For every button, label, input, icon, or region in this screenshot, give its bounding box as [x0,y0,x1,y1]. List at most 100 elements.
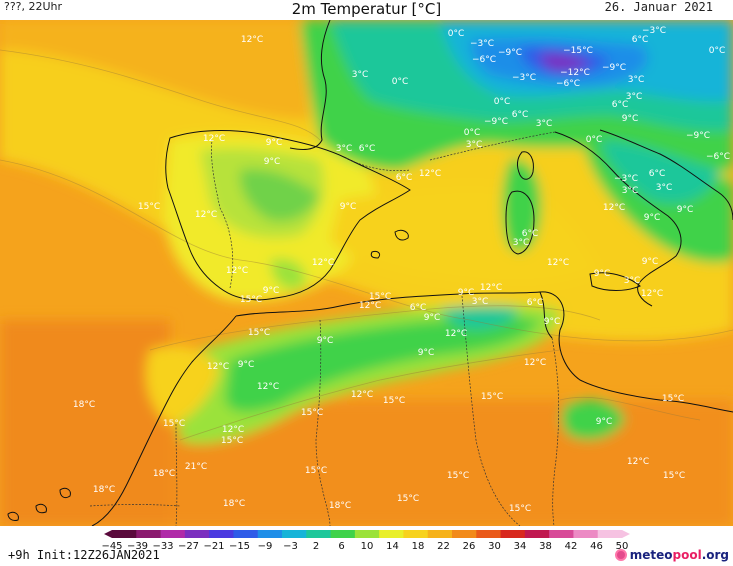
temp-label: 0°C [464,128,481,138]
temp-label: 12°C [351,390,373,400]
temperature-labels: 12°C 0°C −3°C −6°C −9°C −15°C 6°C −3°C 0°C 3°C 0°C… [73,26,730,514]
legend-tick-label: 42 [565,541,578,550]
temp-label: −6°C [556,79,580,89]
temp-label: 15°C [662,394,684,404]
temp-label: 3°C [622,186,639,196]
temp-label: 12°C [207,362,229,372]
temp-label: 18°C [153,469,175,479]
legend-swatch [160,530,186,538]
map-date: 26. Januar 2021 [604,0,713,14]
temp-label: 12°C [603,203,625,213]
temp-label: −15°C [563,46,593,56]
legend-tick-label: −3 [283,541,298,550]
map-title: 2m Temperatur [°C] [291,0,442,18]
temp-label: 6°C [396,173,413,183]
brand-accent: pool [672,548,702,562]
temp-label: 0°C [392,77,409,87]
brand-logo[interactable]: meteopool.org [614,548,729,562]
legend-tick-label: −45 [101,541,122,550]
temp-label: 15°C [481,392,503,402]
temp-label: −6°C [706,152,730,162]
temp-label: 12°C [524,358,546,368]
temp-label: 9°C [263,286,280,296]
temp-label: 15°C [163,419,185,429]
legend-swatch [403,530,429,538]
temp-label: 9°C [594,269,611,279]
temp-label: 9°C [644,213,661,223]
temp-label: 9°C [458,288,475,298]
temp-label: 9°C [238,360,255,370]
temp-label: −12°C [560,68,590,78]
temp-label: 9°C [317,336,334,346]
temp-label: 3°C [513,238,530,248]
temp-label: 15°C [240,295,262,305]
temp-label: 9°C [642,257,659,267]
temp-label: 9°C [596,417,613,427]
temp-label: 0°C [586,135,603,145]
legend-swatch [524,530,550,538]
temp-label: 15°C [509,504,531,514]
temp-label: −9°C [686,131,710,141]
temp-label: 15°C [447,471,469,481]
legend-bar [104,530,630,538]
temp-label: 15°C [369,292,391,302]
temp-label: 12°C [480,283,502,293]
temp-label: 18°C [73,400,95,410]
model-run-info: +9h Init:12Z26JAN2021 [8,548,160,562]
temp-label: 3°C [656,183,673,193]
legend-swatch [427,530,453,538]
legend-swatch [306,530,332,538]
legend-min-arrow [104,530,112,538]
legend-swatch [379,530,404,538]
legend-tick-label: 14 [386,541,399,550]
legend-swatch [257,530,283,538]
legend-tick-label: −15 [229,541,250,550]
temp-label: 6°C [632,35,649,45]
legend-swatch [330,530,356,538]
legend-tick-label: −33 [152,541,173,550]
temp-label: 3°C [536,119,553,129]
legend-tick-label: 26 [463,541,476,550]
temp-label: 6°C [612,100,629,110]
temp-label: 18°C [93,485,115,495]
temp-label: 9°C [264,157,281,167]
temp-label: 12°C [257,382,279,392]
isotherm-lines [0,49,733,441]
temp-label: 15°C [248,328,270,338]
temp-label: 12°C [203,134,225,144]
legend-swatch [136,530,162,538]
temp-label: 12°C [419,169,441,179]
temp-label: 9°C [340,202,357,212]
temp-label: 12°C [627,457,649,467]
header-left-label: ???, 22Uhr [4,0,63,13]
country-borders [89,131,559,526]
legend-tick-label: 6 [338,541,344,550]
temp-label: −3°C [614,174,638,184]
legend-swatch [549,530,574,538]
temp-label: 15°C [138,202,160,212]
temp-label: 12°C [445,329,467,339]
temp-label: 15°C [397,494,419,504]
temperature-map: 12°C 0°C −3°C −6°C −9°C −15°C 6°C −3°C 0°C 3°C 0°C… [0,20,733,526]
temp-label: −3°C [512,73,536,83]
temp-label: 18°C [329,501,351,511]
legend-tick-label: 10 [361,541,374,550]
temp-label: 12°C [226,266,248,276]
temp-label: 6°C [410,303,427,313]
temp-label: 21°C [185,462,207,472]
temp-label: 3°C [472,297,489,307]
temp-label: 6°C [522,229,539,239]
legend-swatch [573,530,599,538]
legend-tick-label: 46 [590,541,603,550]
temp-label: 12°C [547,258,569,268]
legend-swatch [184,530,210,538]
brand-main: meteo [629,548,673,562]
temp-label: 3°C [628,75,645,85]
temp-label: 3°C [624,276,641,286]
temp-label: 12°C [222,425,244,435]
coastlines [7,20,733,526]
temp-label: 9°C [266,138,283,148]
legend-tick-label: 18 [412,541,425,550]
color-legend: −45 −39 −33 −27 −21 −15 −9 −3 2 6 10 14 18 22 26 30 34 38… [101,530,630,550]
